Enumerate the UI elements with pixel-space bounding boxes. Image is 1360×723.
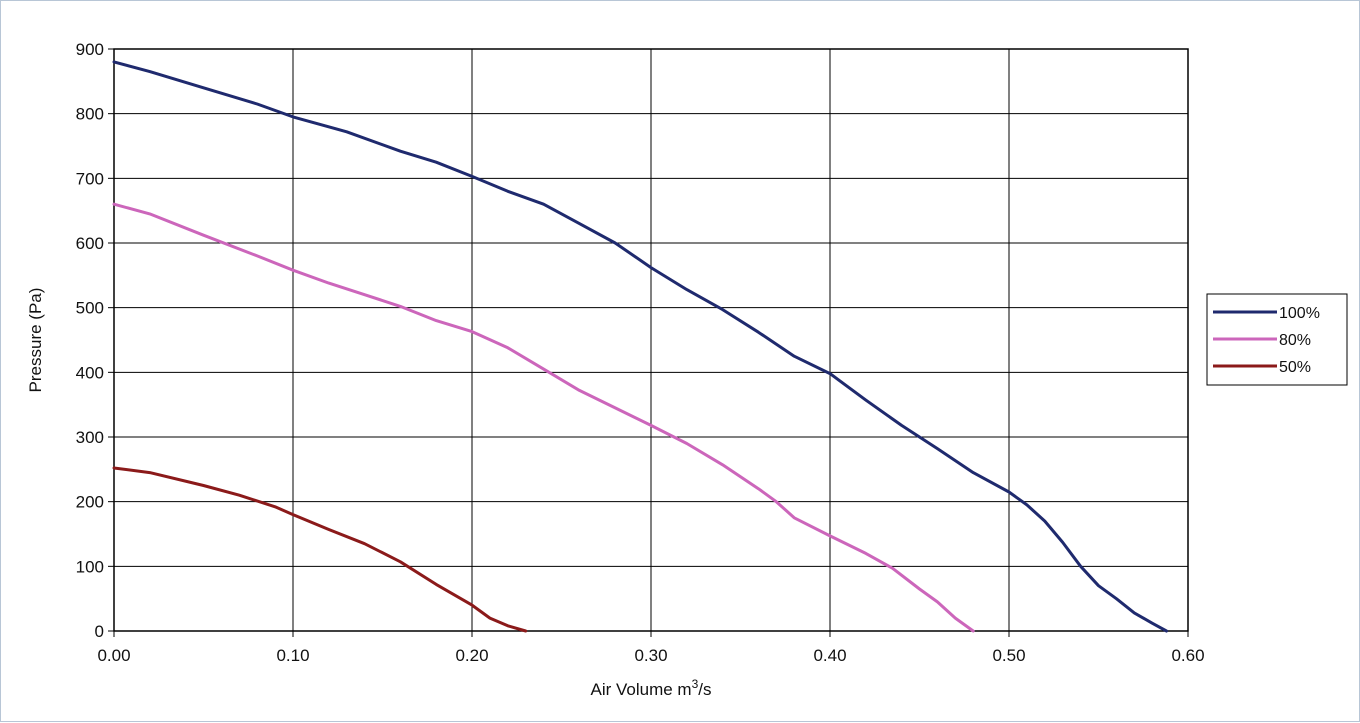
y-tick-label: 800 bbox=[76, 105, 104, 124]
y-tick-label: 100 bbox=[76, 557, 104, 576]
y-tick-label: 900 bbox=[76, 40, 104, 59]
x-tick-label: 0.20 bbox=[455, 646, 488, 665]
x-tick-label: 0.10 bbox=[276, 646, 309, 665]
x-tick-label: 0.50 bbox=[992, 646, 1025, 665]
series-line-50pct bbox=[112, 466, 528, 633]
y-tick-label: 500 bbox=[76, 299, 104, 318]
series-line-100pct bbox=[112, 60, 1168, 633]
y-tick-label: 600 bbox=[76, 234, 104, 253]
y-tick-label: 200 bbox=[76, 493, 104, 512]
x-tick-label: 0.60 bbox=[1171, 646, 1204, 665]
legend-label: 80% bbox=[1279, 332, 1311, 349]
x-axis-title: Air Volume m3/s bbox=[590, 677, 711, 699]
x-axis-title-text: Air Volume m bbox=[590, 680, 691, 699]
y-tick-label: 700 bbox=[76, 169, 104, 188]
x-tick-label: 0.30 bbox=[634, 646, 667, 665]
legend-label: 100% bbox=[1279, 305, 1320, 322]
series-line-80pct bbox=[112, 202, 975, 633]
y-tick-label: 300 bbox=[76, 428, 104, 447]
x-axis-title-superscript: 3 bbox=[692, 677, 699, 691]
x-tick-label: 0.40 bbox=[813, 646, 846, 665]
y-tick-label: 400 bbox=[76, 363, 104, 382]
x-axis-title-suffix: /s bbox=[698, 680, 711, 699]
y-tick-label: 0 bbox=[95, 622, 104, 641]
y-axis-title: Pressure (Pa) bbox=[26, 288, 45, 393]
x-tick-label: 0.00 bbox=[97, 646, 130, 665]
legend-label: 50% bbox=[1279, 359, 1311, 376]
legend: 100% 80% 50% bbox=[1206, 293, 1348, 386]
